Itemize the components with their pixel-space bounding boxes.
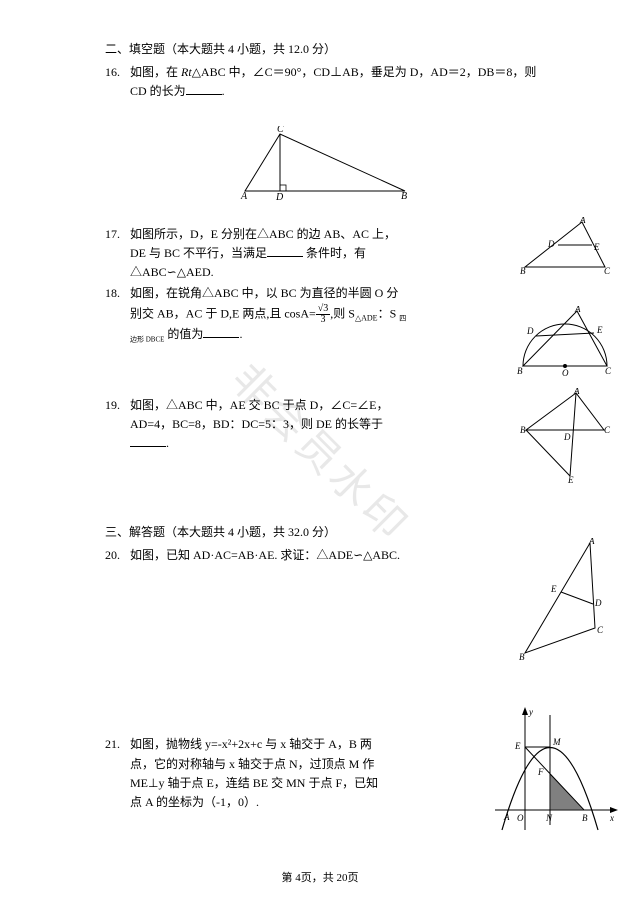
q18-body: 如图，在锐角△ABC 中，以 BC 为直径的半圆 O 分别交 AB，AC 于 D… bbox=[130, 284, 410, 345]
question-18: 18. 如图，在锐角△ABC 中，以 BC 为直径的半圆 O 分别交 AB，AC… bbox=[105, 284, 545, 345]
fig19-E: E bbox=[567, 475, 574, 483]
question-21: 21. 如图，抛物线 y=-x²+2x+c 与 x 轴交于 A，B 两点，它的对… bbox=[105, 735, 545, 812]
q16-blank bbox=[186, 82, 222, 95]
q16-tri: △ABC bbox=[192, 65, 226, 79]
figure-17: A B C D E bbox=[520, 217, 615, 283]
q20-num: 20. bbox=[105, 546, 127, 565]
page: 非会员水印 二、填空题（本大题共 4 小题，共 12.0 分） 16. 如图，在… bbox=[0, 0, 640, 906]
q19-num: 19. bbox=[105, 396, 127, 415]
fig21-F: F bbox=[537, 767, 544, 777]
q17-body: 如图所示，D，E 分别在△ABC 的边 AB、AC 上，DE 与 BC 不平行，… bbox=[130, 225, 410, 283]
page-footer: 第 4页，共 20页 bbox=[0, 870, 640, 888]
q16-rt: Rt bbox=[181, 65, 192, 79]
fig20-A: A bbox=[588, 538, 595, 546]
section2-header: 二、填空题（本大题共 4 小题，共 12.0 分） bbox=[105, 40, 545, 59]
q20-body: 如图，已知 AD·AC=AB·AE. 求证：△ADE∽△ABC. bbox=[130, 546, 410, 565]
fig17-E: E bbox=[593, 242, 600, 252]
fig16-A: A bbox=[240, 191, 248, 201]
fig18-D: D bbox=[526, 326, 534, 336]
q19-text-a: 如图，△ABC 中，AE 交 BC 于点 D，∠C=∠E，AD=4，BC=8，B… bbox=[130, 398, 388, 431]
fig21-N: N bbox=[545, 813, 553, 823]
q16-text-a: 如图，在 bbox=[130, 65, 181, 79]
fig17-B: B bbox=[520, 266, 526, 276]
q20-text-a: 如图，已知 AD·AC=AB·AE. 求证：△ADE∽△ABC. bbox=[130, 548, 400, 562]
question-20: 20. 如图，已知 AD·AC=AB·AE. 求证：△ADE∽△ABC. A B… bbox=[105, 546, 545, 565]
fig21-B: B bbox=[582, 813, 588, 823]
q19-period: . bbox=[166, 436, 169, 450]
fig17-D: D bbox=[547, 239, 555, 249]
fig19-B: B bbox=[520, 425, 526, 435]
fig16-B: B bbox=[401, 191, 407, 201]
q18-text-d: 的值为 bbox=[164, 327, 203, 341]
q17-blank bbox=[267, 244, 303, 257]
q18-sub1: △ADE bbox=[355, 313, 378, 322]
fig21-E: E bbox=[514, 741, 521, 751]
fig18-B: B bbox=[517, 366, 523, 376]
figure-16: A D B C bbox=[105, 126, 545, 207]
q17-num: 17. bbox=[105, 225, 127, 244]
fig21-O: O bbox=[517, 813, 524, 823]
fig17-A: A bbox=[579, 217, 586, 225]
q18-period: . bbox=[239, 327, 242, 341]
fig19-A: A bbox=[573, 388, 580, 396]
fig17-C: C bbox=[604, 266, 611, 276]
question-16: 16. 如图，在 Rt△ABC 中，∠C＝90°，CD⊥AB，垂足为 D，AD＝… bbox=[105, 63, 545, 101]
fig20-C: C bbox=[597, 625, 604, 635]
q16-num: 16. bbox=[105, 63, 127, 82]
q21-body: 如图，抛物线 y=-x²+2x+c 与 x 轴交于 A，B 两点，它的对称轴与 … bbox=[130, 735, 390, 812]
q21-text-a: 如图，抛物线 y=-x²+2x+c 与 x 轴交于 A，B 两点，它的对称轴与 … bbox=[130, 737, 378, 809]
fig20-D: D bbox=[594, 598, 602, 608]
fig18-O: O bbox=[562, 368, 569, 376]
fig21-y: y bbox=[528, 707, 533, 717]
fig18-C: C bbox=[605, 366, 612, 376]
fig20-B: B bbox=[519, 652, 525, 662]
section3-header: 三、解答题（本大题共 4 小题，共 32.0 分） bbox=[105, 523, 545, 542]
figure-18: A B C D E O bbox=[515, 306, 615, 382]
q18-frac: √33 bbox=[316, 304, 331, 325]
fig21-A: A bbox=[503, 812, 510, 822]
q21-num: 21. bbox=[105, 735, 127, 754]
q18-num: 18. bbox=[105, 284, 127, 303]
q18-text-c: ：S bbox=[378, 306, 400, 320]
fig18-A: A bbox=[574, 306, 581, 314]
fig16-C: C bbox=[277, 126, 284, 135]
question-19: 19. 如图，△ABC 中，AE 交 BC 于点 D，∠C=∠E，AD=4，BC… bbox=[105, 396, 545, 454]
q16-period: . bbox=[222, 84, 225, 98]
q18-text-b: ,则 S bbox=[330, 306, 355, 320]
figure-20: A B C D E bbox=[515, 538, 610, 669]
figure-21: y x O A B N E M F bbox=[490, 705, 620, 841]
q19-blank bbox=[130, 434, 166, 447]
q18-blank bbox=[203, 325, 239, 338]
fig16-D: D bbox=[275, 192, 284, 201]
fig20-E: E bbox=[550, 584, 557, 594]
fig18-E: E bbox=[596, 325, 603, 335]
q16-body: 如图，在 Rt△ABC 中，∠C＝90°，CD⊥AB，垂足为 D，AD＝2，DB… bbox=[130, 63, 544, 101]
fig19-C: C bbox=[604, 425, 611, 435]
fig19-D: D bbox=[563, 432, 571, 442]
fig21-x: x bbox=[609, 813, 614, 823]
fig21-M: M bbox=[552, 737, 561, 747]
question-17: 17. 如图所示，D，E 分别在△ABC 的边 AB、AC 上，DE 与 BC … bbox=[105, 225, 545, 283]
figure-19: A B C D E bbox=[518, 388, 613, 489]
q19-body: 如图，△ABC 中，AE 交 BC 于点 D，∠C=∠E，AD=4，BC=8，B… bbox=[130, 396, 410, 454]
